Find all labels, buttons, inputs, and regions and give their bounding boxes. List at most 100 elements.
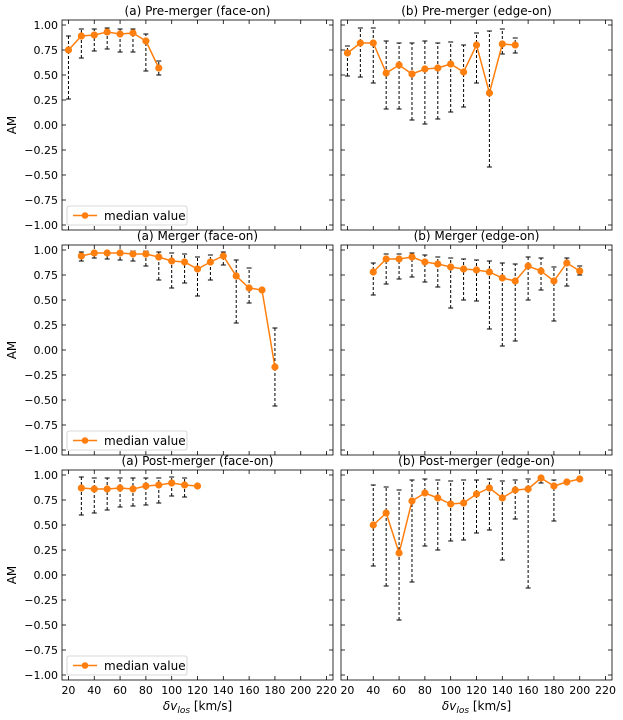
median-point bbox=[511, 41, 519, 49]
x-tick-label: 120 bbox=[187, 684, 208, 697]
x-axis-label-symbol: δv bbox=[163, 699, 178, 713]
x-tick-label: 160 bbox=[239, 684, 260, 697]
y-tick-label: 0.50 bbox=[34, 519, 59, 532]
median-point bbox=[447, 263, 455, 271]
x-tick-label: 60 bbox=[113, 684, 127, 697]
median-point bbox=[245, 284, 253, 292]
median-point bbox=[382, 509, 390, 517]
axes-frame bbox=[61, 469, 334, 681]
x-tick-label: 80 bbox=[418, 684, 432, 697]
subplot-title: (b) Merger (edge-on) bbox=[414, 229, 540, 243]
y-tick-label: 0.25 bbox=[34, 544, 59, 557]
median-point bbox=[193, 482, 202, 490]
median-point bbox=[90, 31, 98, 39]
x-tick-label: 200 bbox=[290, 684, 311, 697]
y-axis-label: AM bbox=[5, 116, 19, 135]
x-tick-label: 100 bbox=[440, 684, 461, 697]
median-point bbox=[369, 521, 377, 529]
y-tick-label: 0.75 bbox=[34, 269, 59, 282]
y-tick-label: −0.50 bbox=[24, 619, 58, 632]
median-point bbox=[421, 489, 429, 497]
median-point bbox=[232, 272, 240, 280]
median-point bbox=[447, 60, 455, 68]
median-point bbox=[576, 267, 584, 275]
y-tick-label: −0.25 bbox=[24, 369, 58, 382]
x-tick-label: 40 bbox=[366, 684, 380, 697]
median-point bbox=[485, 484, 494, 492]
median-point bbox=[537, 267, 545, 275]
y-tick-label: 0.00 bbox=[34, 119, 59, 132]
subplot-title: (a) Post-merger (face-on) bbox=[122, 454, 274, 468]
legend-label: median value bbox=[104, 659, 186, 673]
median-point bbox=[77, 252, 85, 260]
median-point bbox=[369, 268, 377, 276]
median-point bbox=[459, 499, 468, 507]
x-axis-label-unit: [km/s] bbox=[469, 699, 511, 713]
median-point bbox=[472, 490, 481, 498]
y-tick-label: 0.25 bbox=[34, 94, 59, 107]
median-point bbox=[421, 65, 429, 73]
y-tick-label: 1.00 bbox=[34, 244, 59, 257]
median-point bbox=[382, 69, 390, 77]
x-tick-label: 100 bbox=[161, 684, 182, 697]
x-tick-label: 60 bbox=[392, 684, 406, 697]
x-axis-label: δvlos [km/s] bbox=[442, 699, 511, 716]
y-tick-label: 0.50 bbox=[34, 69, 59, 82]
subplot-4: (b) Merger (edge-on) bbox=[340, 229, 613, 456]
y-axis-label: AM bbox=[5, 566, 19, 585]
subplot-title: (a) Merger (face-on) bbox=[137, 229, 258, 243]
legend-box bbox=[66, 655, 188, 676]
median-point bbox=[142, 37, 150, 45]
y-tick-label: −1.00 bbox=[24, 219, 58, 232]
x-tick-label: 180 bbox=[264, 684, 285, 697]
median-point bbox=[511, 486, 519, 494]
subplot-1: (a) Pre-merger (face-on) 1.00 0.75 0.50 0.25… bbox=[5, 4, 334, 232]
axes-frame bbox=[61, 19, 334, 231]
median-point bbox=[90, 249, 98, 257]
x-tick-label: 140 bbox=[213, 684, 234, 697]
x-tick-label: 160 bbox=[518, 684, 539, 697]
median-point bbox=[408, 497, 416, 505]
median-point bbox=[447, 500, 455, 508]
subplot-title: (a) Pre-merger (face-on) bbox=[125, 4, 271, 18]
y-tick-label: −0.75 bbox=[24, 194, 58, 207]
median-point bbox=[537, 474, 545, 482]
y-tick-label: −0.75 bbox=[24, 644, 58, 657]
median-point bbox=[155, 481, 163, 489]
median-point bbox=[129, 29, 137, 37]
y-tick-label: −0.25 bbox=[24, 594, 58, 607]
median-point bbox=[77, 484, 85, 492]
median-point bbox=[219, 252, 227, 260]
median-point bbox=[395, 549, 403, 557]
subplot-3: (a) Merger (face-on) 1.00 0.75 0.50 0.25 0.00… bbox=[5, 229, 334, 457]
y-tick-label: −0.25 bbox=[24, 144, 58, 157]
x-axis-label-subscript: los bbox=[456, 706, 469, 716]
y-tick-label: −1.00 bbox=[24, 669, 58, 682]
x-axis-label-unit: [km/s] bbox=[190, 699, 232, 713]
median-point bbox=[116, 249, 124, 257]
median-point bbox=[563, 478, 571, 486]
median-point bbox=[498, 494, 506, 502]
median-point bbox=[168, 479, 176, 487]
median-point bbox=[129, 485, 137, 493]
median-point bbox=[155, 253, 163, 261]
y-tick-label: 0.50 bbox=[34, 294, 59, 307]
x-axis-label-symbol: δv bbox=[442, 699, 457, 713]
y-tick-label: 0.00 bbox=[34, 569, 59, 582]
median-point bbox=[90, 485, 98, 493]
x-tick-label: 80 bbox=[139, 684, 153, 697]
median-point bbox=[395, 61, 403, 69]
x-tick-label: 40 bbox=[87, 684, 101, 697]
median-point bbox=[472, 266, 481, 274]
legend-box bbox=[66, 205, 188, 226]
median-point bbox=[103, 28, 111, 36]
median-point bbox=[524, 485, 532, 493]
median-point bbox=[206, 258, 215, 266]
median-point bbox=[271, 363, 279, 371]
subplot-2: (b) Pre-merger (edge-on) bbox=[340, 4, 613, 231]
legend-marker bbox=[81, 437, 89, 444]
x-tick-label: 20 bbox=[340, 684, 354, 697]
y-tick-label: −0.75 bbox=[24, 419, 58, 432]
median-point bbox=[550, 277, 558, 285]
